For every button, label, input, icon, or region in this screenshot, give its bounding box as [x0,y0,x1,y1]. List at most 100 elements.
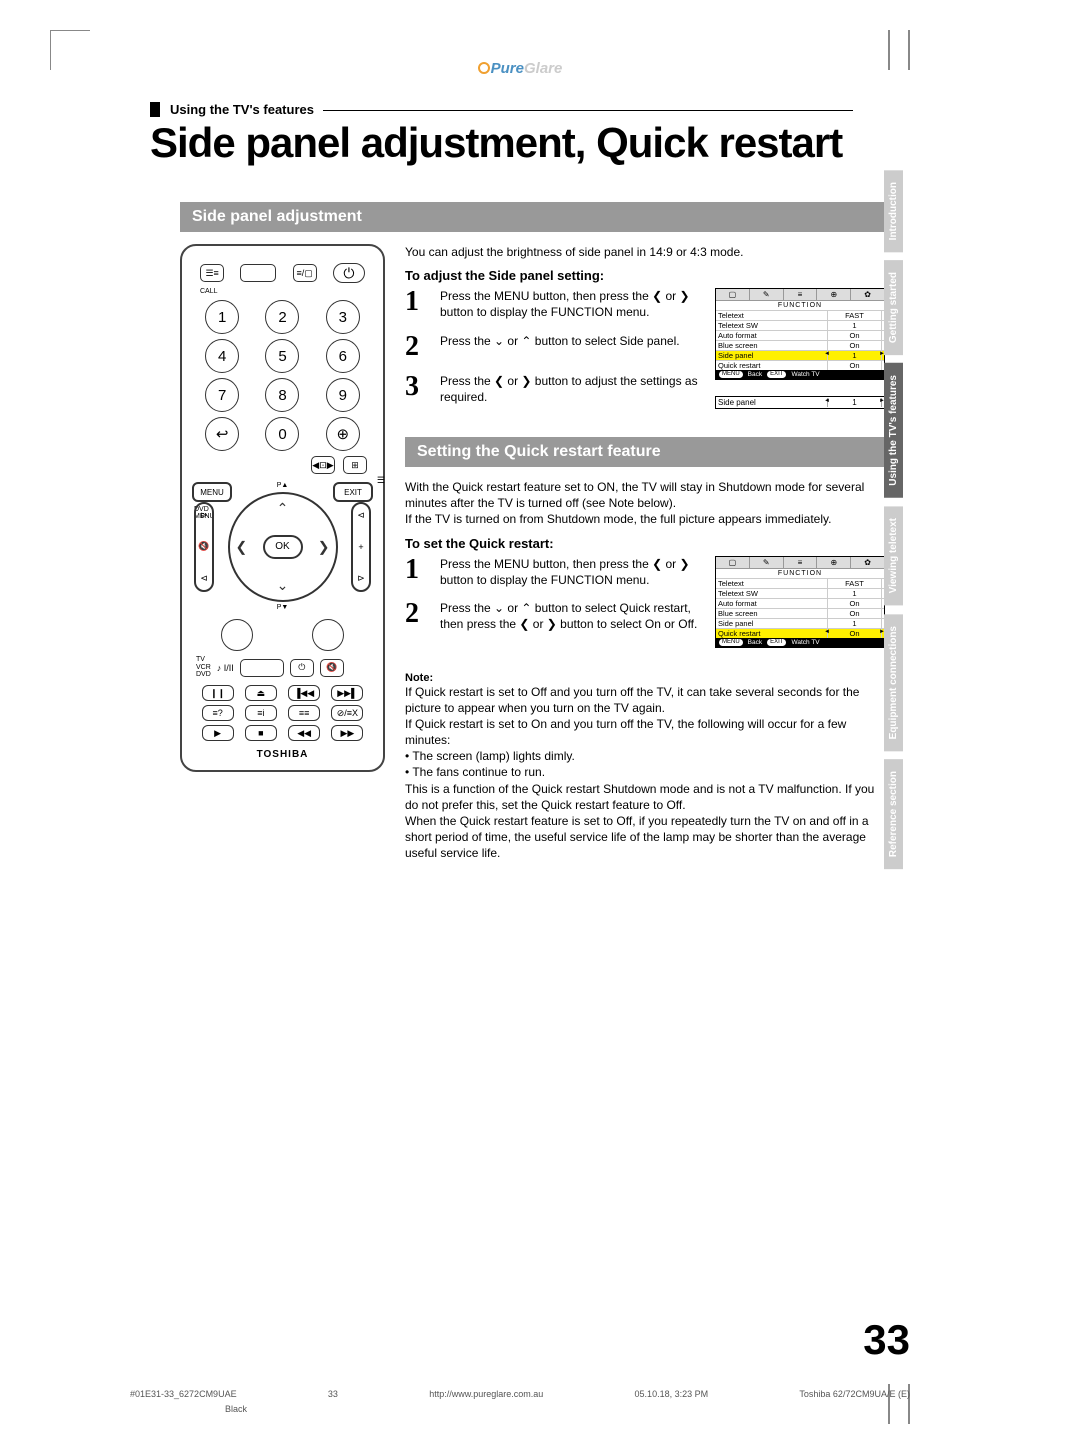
tab-viewing-teletext: Viewing teletext [884,506,903,605]
remote-label-audio: ♪ I/II [217,663,234,673]
page-number: 33 [863,1316,910,1364]
remote-btn-return: ↩ [205,417,239,451]
note-heading: Note: [405,672,885,684]
step1-text: Press the MENU button, then press the ❮ … [440,288,705,320]
pureglare-logo: PureGlare [150,60,890,77]
section1-content: ☰≡ ≡/▢ ⏻ CALL 123 456 789 ↩0⊕ ◀⊡▶ ⊞ ☰ ME… [180,244,890,862]
remote-btn-round-r [312,619,344,651]
remote-btn-blank [240,264,276,282]
page-title: Side panel adjustment, Quick restart [150,119,890,167]
remote-btn-1: 1 [205,300,239,334]
step1-row: 1 Press the MENU button, then press the … [405,288,705,320]
step2-text: Press the ⌄ or ⌃ button to select Side p… [440,333,705,361]
remote-btn-split: ≡/▢ [293,264,317,282]
tab-getting-started: Getting started [884,260,903,355]
section-tabs: Introduction Getting started Using the T… [884,170,920,877]
remote-btn-round-l [221,619,253,651]
remote-btn-skipfwd: ▶▶▌ [331,685,363,701]
remote-btn-5: 5 [265,339,299,373]
note-body: If Quick restart is set to Off and you t… [405,684,885,862]
s2-step2-row: 2 Press the ⌄ or ⌃ button to select Quic… [405,600,705,632]
remote-dpad: MENU EXIT DVD MENU P▲ ⊳🔇⊲ ⌃ ⌄ ❮ ❯ OK ⊲+⊳… [192,484,373,609]
remote-btn-ff: ▶▶ [331,725,363,741]
remote-btn-0: 0 [265,417,299,451]
section2-heading: Setting the Quick restart feature [405,437,885,467]
remote-btn-channel: ⊲+⊳ [351,502,371,592]
remote-btn-play: ▶ [202,725,234,741]
remote-btn-stop: ■ [245,725,277,741]
remote-btn-eject: ⏏ [245,685,277,701]
remote-btn-tt3: ≡≡ [288,705,320,721]
step1-num: 1 [405,288,430,320]
logo-pure: Pure [491,60,524,77]
osd-title-1: FUNCTION [716,301,884,310]
remote-label-pdown: P▼ [277,604,289,611]
s2-step1-num: 1 [405,556,430,588]
remote-transport-grid: ❙❙ ⏏ ▐◀◀ ▶▶▌ ≡? ≡i ≡≡ ⊘/≡X ▶ ■ ◀◀ ▶▶ [198,685,367,741]
osd-function-menu-2: ▢✎≡⊕✿ FUNCTION TeletextFAST Teletext SW1… [715,556,885,648]
s2-step2-text: Press the ⌄ or ⌃ button to select Quick … [440,600,705,632]
remote-btn-aspect: ◀⊡▶ [311,456,335,474]
osd-single-sidepanel: Side panel 1 [715,396,885,409]
tab-using-features: Using the TV's features [884,363,903,498]
remote-btn-format: ⊞ [343,456,367,474]
remote-btn-power: ⏻ [333,263,365,283]
remote-btn-skipback: ▐◀◀ [288,685,320,701]
remote-btn-tt1: ≡? [202,705,234,721]
remote-brand: TOSHIBA [192,749,373,760]
section-kicker: Using the TV's features [150,102,890,117]
remote-btn-sound: 🔇 [320,659,344,677]
remote-btn-picmode: ⏻ [290,659,314,677]
s2-step2-num: 2 [405,600,430,632]
section2-intro: With the Quick restart feature set to ON… [405,479,885,528]
remote-btn-slider [240,659,284,677]
s2-step1-row: 1 Press the MENU button, then press the … [405,556,705,588]
remote-btn-2: 2 [265,300,299,334]
osd-title-2: FUNCTION [716,569,884,578]
footer-page: 33 [328,1389,338,1399]
remote-btn-6: 6 [326,339,360,373]
logo-glare: Glare [524,60,562,77]
remote-label-call: CALL [200,288,373,295]
section1-intro: You can adjust the brightness of side pa… [405,244,885,260]
footer-url: http://www.pureglare.com.au [429,1389,543,1399]
remote-btn-input: ⊕ [326,417,360,451]
footer-date: 05.10.18, 3:23 PM [635,1389,709,1399]
remote-btn-7: 7 [205,378,239,412]
remote-btn-9: 9 [326,378,360,412]
remote-btn-teletext: ☰≡ [200,264,224,282]
remote-btn-4: 4 [205,339,239,373]
remote-control-diagram: ☰≡ ≡/▢ ⏻ CALL 123 456 789 ↩0⊕ ◀⊡▶ ⊞ ☰ ME… [180,244,385,772]
s2-step1-text: Press the MENU button, then press the ❮ … [440,556,705,588]
remote-label-pup: P▲ [277,482,289,489]
section2-subheading: To set the Quick restart: [405,536,885,551]
remote-btn-menu: MENU [192,482,232,502]
remote-btn-pause: ❙❙ [202,685,234,701]
page-content: PureGlare Using the TV's features Side p… [150,60,890,862]
remote-btn-tt4: ⊘/≡X [331,705,363,721]
remote-btn-exit: EXIT [333,482,373,502]
step3-num: 3 [405,373,430,405]
tab-introduction: Introduction [884,170,903,252]
step3-row: 3 Press the ❮ or ❯ button to adjust the … [405,373,705,405]
remote-btn-8: 8 [265,378,299,412]
footer-file: #01E31-33_6272CM9UAE [130,1389,237,1399]
remote-label-tvvcrdvd: TV VCR DVD [196,656,211,679]
remote-btn-3: 3 [326,300,360,334]
remote-btn-tt2: ≡i [245,705,277,721]
step2-num: 2 [405,333,430,361]
tab-equipment: Equipment connections [884,614,903,751]
kicker-text: Using the TV's features [170,102,314,117]
section1-subheading: To adjust the Side panel setting: [405,268,885,283]
remote-btn-rew: ◀◀ [288,725,320,741]
section1-heading: Side panel adjustment [180,202,890,232]
footer-model: Toshiba 62/72CM9UA/E (E) [799,1389,910,1399]
footer: #01E31-33_6272CM9UAE 33 http://www.pureg… [130,1389,910,1399]
step3-text: Press the ❮ or ❯ button to adjust the se… [440,373,705,405]
osd-function-menu-1: ▢✎≡⊕✿ FUNCTION TeletextFAST Teletext SW1… [715,288,885,380]
step2-row: 2 Press the ⌄ or ⌃ button to select Side… [405,333,705,361]
remote-btn-ok: OK [263,535,303,559]
remote-btn-volume: ⊳🔇⊲ [194,502,214,592]
tab-reference: Reference section [884,759,903,869]
footer-black: Black [225,1404,247,1414]
